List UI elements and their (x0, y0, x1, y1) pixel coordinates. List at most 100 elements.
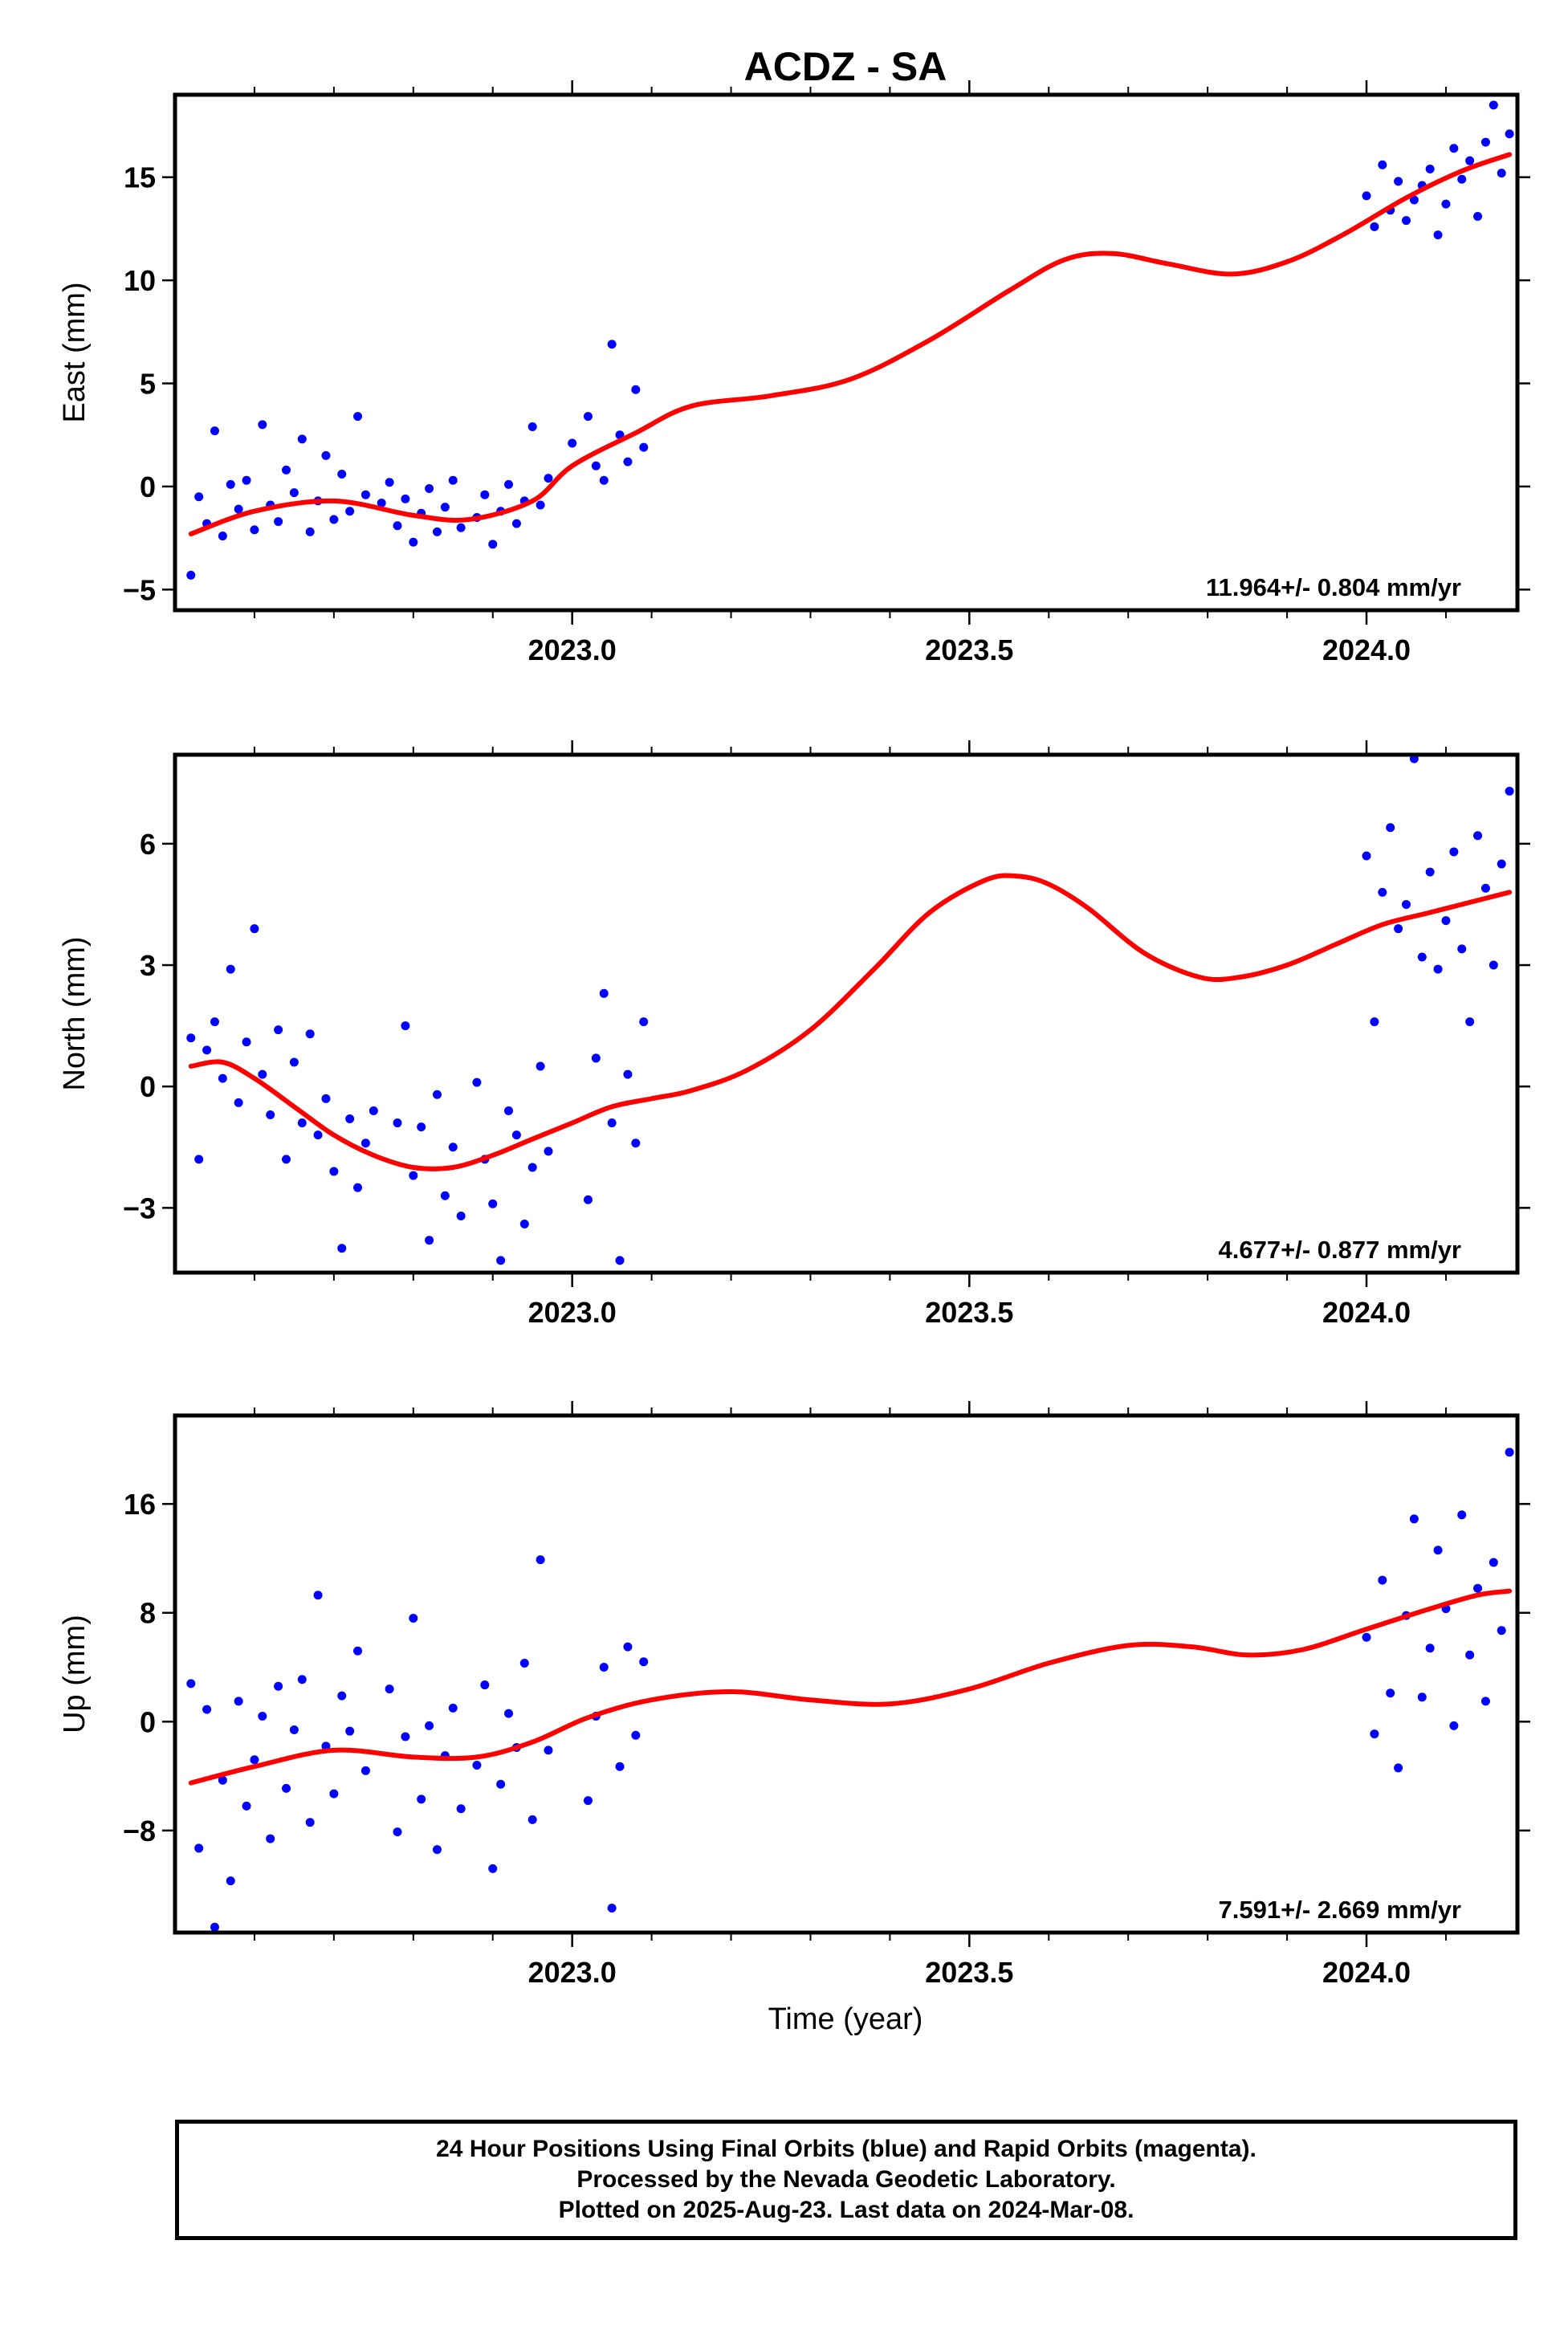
data-point (337, 1244, 347, 1253)
data-point (1394, 1763, 1403, 1773)
data-point (1409, 755, 1419, 764)
data-point (1505, 786, 1514, 796)
data-point (639, 1657, 649, 1667)
data-point (1473, 1583, 1483, 1593)
data-point (425, 483, 434, 493)
data-point (226, 1876, 235, 1886)
y-tick-label: 16 (124, 1488, 156, 1521)
data-point (1425, 1644, 1435, 1653)
data-point (258, 420, 267, 430)
data-point (1449, 847, 1459, 857)
data-point (1497, 1626, 1506, 1635)
data-point (409, 537, 418, 547)
data-point (544, 474, 553, 483)
footer-box: 24 Hour Positions Using Final Orbits (bl… (175, 2120, 1517, 2240)
data-point (1417, 952, 1427, 962)
rate-annotation: 11.964+/- 0.804 mm/yr (1206, 573, 1461, 601)
data-point (639, 1017, 649, 1027)
data-point (194, 492, 204, 502)
x-tick-label: 2024.0 (1322, 1296, 1411, 1329)
data-point (250, 924, 259, 934)
data-point (1449, 1721, 1459, 1730)
data-point (1497, 169, 1506, 178)
data-point (305, 1818, 315, 1827)
data-point (527, 422, 537, 431)
y-tick-label: 5 (140, 368, 156, 401)
data-point (607, 340, 617, 349)
data-point (369, 1106, 378, 1115)
data-point (425, 1721, 434, 1730)
data-point (266, 1110, 275, 1119)
x-tick-label: 2023.0 (528, 1296, 617, 1329)
data-point (282, 1783, 291, 1793)
figure-title: ACDZ - SA (744, 44, 947, 89)
data-point (1425, 867, 1435, 877)
data-point (599, 988, 609, 998)
data-point (305, 1029, 315, 1039)
data-point (527, 1815, 537, 1824)
data-point (1386, 1688, 1395, 1698)
data-point (544, 1745, 553, 1755)
y-tick-label: 8 (140, 1597, 156, 1630)
data-point (432, 1090, 442, 1099)
y-tick-label: −8 (123, 1815, 156, 1847)
y-tick-label: −5 (123, 573, 156, 606)
fit-curve (188, 873, 1513, 1171)
data-point (1433, 1546, 1443, 1555)
data-point (480, 490, 490, 499)
panel-east: 2023.0 2023.5 2024.0 −5 0 5 10 15 East (mm) 11.96… (58, 80, 1530, 666)
data-point (1362, 191, 1371, 201)
data-point (591, 1053, 601, 1063)
data-point (258, 1069, 267, 1079)
rate-annotation: 7.591+/- 2.669 mm/yr (1219, 1896, 1461, 1924)
data-point (1497, 859, 1506, 869)
footer-line-3: Plotted on 2025-Aug-23. Last data on 202… (558, 2197, 1134, 2223)
data-point (488, 1864, 498, 1873)
data-point (250, 525, 259, 535)
data-point (274, 1025, 283, 1035)
data-point (1457, 1510, 1467, 1520)
data-point (511, 1130, 521, 1140)
data-point (329, 1789, 339, 1798)
data-point (504, 1709, 514, 1718)
data-point (186, 570, 196, 580)
panel-north: 2023.0 2023.5 2024.0 −3 0 3 6 North (mm) 4.677+/… (58, 740, 1530, 1329)
data-point (639, 442, 649, 452)
data-point (496, 1779, 506, 1789)
data-point (456, 1211, 466, 1220)
data-point (631, 385, 641, 394)
x-tick-label: 2023.0 (528, 633, 617, 666)
footer-line-2: Processed by the Nevada Geodetic Laborat… (576, 2166, 1116, 2193)
data-point (1394, 177, 1403, 186)
data-point (289, 1725, 299, 1734)
data-point (1465, 156, 1475, 165)
y-tick-label: −3 (123, 1191, 156, 1224)
data-point (1378, 1575, 1387, 1585)
data-point (1489, 960, 1498, 970)
data-point (1401, 216, 1411, 226)
data-point (401, 494, 410, 503)
data-point (1457, 944, 1467, 954)
data-point (345, 507, 355, 516)
data-point (186, 1033, 196, 1043)
data-point (393, 1118, 402, 1128)
data-point (544, 1147, 553, 1156)
data-point (448, 1703, 458, 1713)
data-point (353, 412, 363, 422)
data-point (234, 1098, 243, 1107)
y-tick-label: 0 (140, 1705, 156, 1738)
data-point (472, 1077, 482, 1087)
x-tick-label: 2023.5 (925, 1296, 1013, 1329)
data-point (472, 1761, 482, 1770)
data-point (607, 1903, 617, 1912)
data-point (274, 517, 283, 527)
data-point (377, 498, 386, 507)
data-point (1409, 1514, 1419, 1524)
y-tick-label: 0 (140, 1070, 156, 1103)
data-point (607, 1118, 617, 1128)
data-point (425, 1236, 434, 1245)
data-point (631, 1139, 641, 1148)
data-point (186, 1679, 196, 1688)
panel-up: 2023.0 2023.5 2024.0 −8 0 8 16 Up (mm) 7.591+/- … (58, 1401, 1530, 1989)
data-point (1473, 831, 1483, 841)
